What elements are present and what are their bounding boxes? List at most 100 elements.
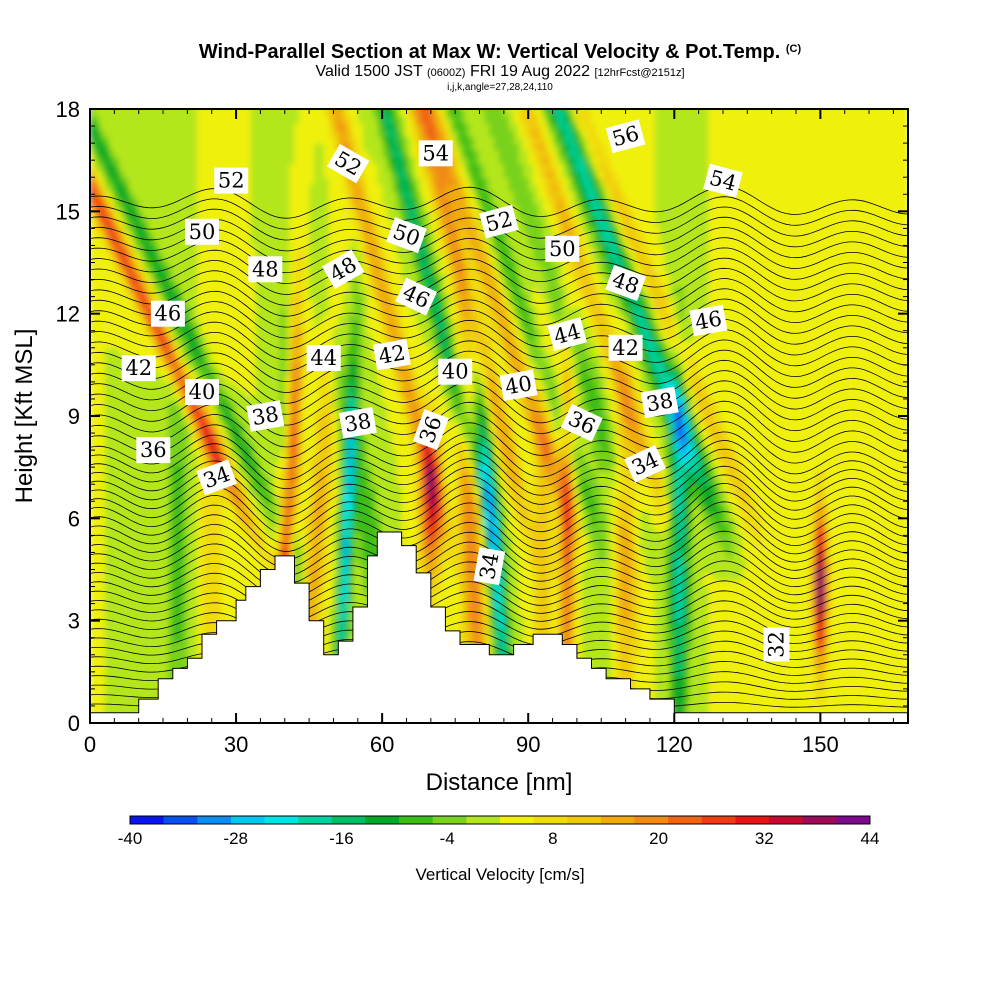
y-axis-title: Height [Kft MSL] xyxy=(11,329,38,504)
y-tick-label: 18 xyxy=(56,97,80,122)
contour-label-bg xyxy=(499,369,538,402)
contour-label-bg xyxy=(608,334,643,361)
chart-title-main: Wind-Parallel Section at Max W: Vertical… xyxy=(198,41,781,63)
contour-label-text: 40 xyxy=(189,380,216,404)
colorbar-swatch xyxy=(298,816,333,824)
contour-label: 54 xyxy=(418,140,453,167)
isentrope xyxy=(90,298,908,339)
colorbar-swatch xyxy=(802,816,837,824)
contour-label-bg xyxy=(338,407,377,439)
contour-label-bg xyxy=(689,304,728,337)
colorbar-swatch xyxy=(836,816,871,824)
isentrope xyxy=(90,421,908,470)
contour-label-text: 34 xyxy=(475,551,503,581)
colorbar-tick-label: 44 xyxy=(861,829,880,848)
isentrope xyxy=(90,226,908,263)
colorbar: -40 -28 -16 -4 8 20 32 44 xyxy=(118,815,880,848)
isentrope xyxy=(90,257,908,295)
contour-label-text: 38 xyxy=(250,402,280,430)
colorbar-swatch xyxy=(130,816,165,824)
contour-label: 46 xyxy=(150,300,185,327)
contour-label: 40 xyxy=(499,369,538,402)
isentrope xyxy=(90,530,908,577)
isentrope xyxy=(90,482,908,535)
y-tick-label: 6 xyxy=(68,506,80,531)
contour-label: 44 xyxy=(547,317,587,352)
contour-label-text: 36 xyxy=(140,438,167,462)
y-tick-label: 3 xyxy=(68,609,80,634)
colorbar-swatch xyxy=(533,816,568,824)
isentrope xyxy=(90,440,908,490)
contour-label-bg xyxy=(214,167,249,194)
contour-label: 52 xyxy=(214,167,249,194)
contour-label-bg xyxy=(395,277,438,316)
contour-label: 48 xyxy=(248,256,283,283)
y-tick-label: 15 xyxy=(56,199,80,224)
isentrope xyxy=(90,288,908,328)
grid-indices: i,j,k,angle=27,28,24,110 xyxy=(447,82,553,93)
contour-label-text: 32 xyxy=(765,631,789,658)
contour-label: 38 xyxy=(338,407,377,439)
colorbar-swatch xyxy=(668,816,703,824)
contour-label-text: 44 xyxy=(310,346,337,370)
contour-label-text: 52 xyxy=(218,169,245,193)
x-tick-label: 60 xyxy=(370,732,394,757)
contour-label-bg xyxy=(185,218,219,245)
isentrope xyxy=(90,349,908,393)
contour-label-bg xyxy=(605,264,647,302)
colorbar-tick-label: -4 xyxy=(440,829,455,848)
isentrope xyxy=(90,511,908,561)
colorbar-title: Vertical Velocity [cm/s] xyxy=(415,865,584,884)
isentrope xyxy=(90,501,908,552)
colorbar-swatch xyxy=(500,816,535,824)
contour-label-text: 40 xyxy=(503,371,533,399)
colorbar-swatch xyxy=(264,816,299,824)
colorbar-swatch xyxy=(197,816,232,824)
terrain-profile xyxy=(89,531,909,724)
isentrope xyxy=(90,390,908,437)
x-tick-label: 30 xyxy=(224,732,248,757)
isentrope xyxy=(90,590,908,624)
contour-label-bg xyxy=(640,386,679,419)
contour-label-bg xyxy=(150,300,185,327)
chart-title-block: Wind-Parallel Section at Max W: Vertical… xyxy=(0,38,1000,94)
forecast-info: [12hrFcst@2151z] xyxy=(594,67,685,79)
colorbar-tick-label: -16 xyxy=(329,829,354,848)
contour-label: 42 xyxy=(121,355,156,382)
colorbar-swatch xyxy=(163,816,198,824)
contour-label-bg xyxy=(412,409,449,451)
contour-label-text: 48 xyxy=(252,257,279,281)
isentrope xyxy=(90,520,908,569)
colorbar-tick-label: 20 xyxy=(649,829,668,848)
isentrope xyxy=(90,411,908,459)
y-tick-label: 0 xyxy=(68,711,80,736)
terrain-mask xyxy=(89,531,909,724)
contour-label-bg xyxy=(136,437,171,464)
contour-label-text: 42 xyxy=(377,340,407,368)
chart-subtitle: Valid 1500 JST (0600Z) FRI 19 Aug 2022 [… xyxy=(0,63,1000,82)
contour-label-bg xyxy=(560,403,603,442)
contour-label: 42 xyxy=(608,334,643,361)
isentrope xyxy=(90,491,908,544)
colorbar-frame xyxy=(129,815,871,825)
colorbar-swatch xyxy=(600,816,635,824)
colorbar-swatch xyxy=(634,816,669,824)
contour-label-bg xyxy=(703,163,743,198)
contour-label-bg xyxy=(547,317,587,352)
colorbar-swatch xyxy=(735,816,770,824)
contour-label-bg xyxy=(306,345,341,371)
isentrope xyxy=(90,237,908,274)
contour-label: 50 xyxy=(545,235,580,262)
contour-label: 38 xyxy=(640,386,679,419)
contour-label: 52 xyxy=(479,204,519,239)
contour-label-bg xyxy=(605,119,646,154)
contour-label-bg xyxy=(326,143,370,184)
colorbar-swatch xyxy=(432,816,467,824)
colorbar-swatch xyxy=(399,816,434,824)
x-axis-title: Distance [nm] xyxy=(426,769,573,796)
valid-utc: (0600Z) xyxy=(426,67,466,79)
isentrope xyxy=(90,580,908,616)
isentrope xyxy=(90,400,908,448)
contour-label-bg xyxy=(438,358,473,385)
contour-label: 42 xyxy=(372,338,411,371)
